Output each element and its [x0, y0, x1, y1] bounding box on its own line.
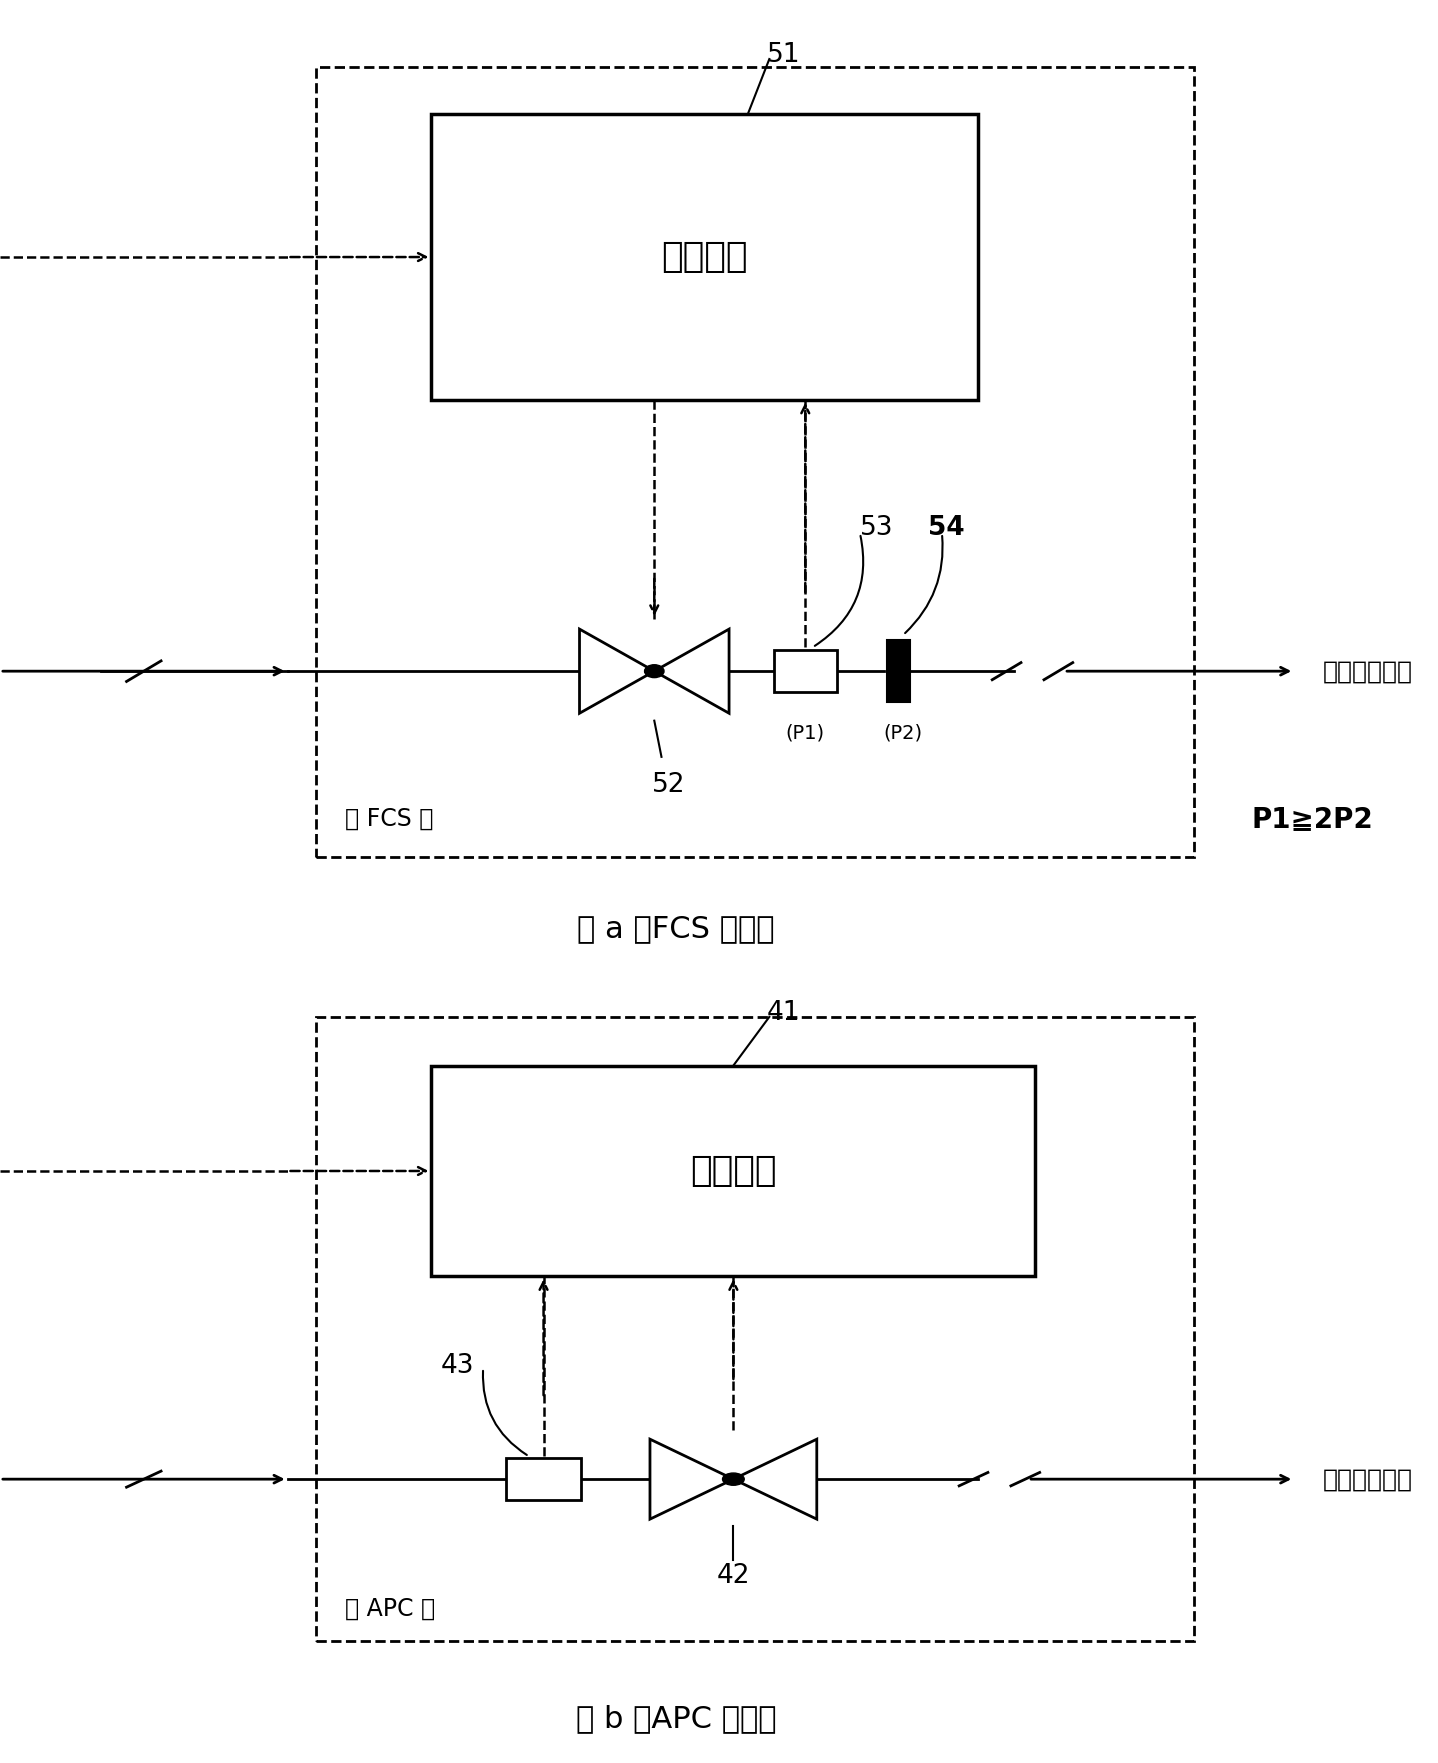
Bar: [887, 640, 910, 702]
Polygon shape: [733, 1439, 817, 1520]
Text: 52: 52: [651, 772, 686, 799]
Circle shape: [722, 1474, 745, 1484]
Text: （ b ）APC 的结构: （ b ）APC 的结构: [575, 1703, 777, 1733]
Text: 51: 51: [766, 42, 801, 69]
Text: 控制单元: 控制单元: [661, 240, 748, 273]
Bar: [774, 651, 837, 693]
Text: 54: 54: [928, 515, 963, 541]
Text: （至排气泵）: （至排气泵）: [1323, 1467, 1414, 1491]
Polygon shape: [580, 629, 654, 714]
Circle shape: [644, 665, 664, 677]
Text: （ APC ）: （ APC ）: [345, 1597, 436, 1620]
Bar: [431, 1065, 1035, 1276]
Text: （ a ）FCS 的结构: （ a ）FCS 的结构: [577, 913, 775, 943]
Polygon shape: [650, 1439, 733, 1520]
Text: (P1): (P1): [785, 723, 825, 742]
Bar: [316, 67, 1194, 857]
Polygon shape: [654, 629, 729, 714]
Text: 43: 43: [441, 1352, 475, 1379]
Text: 控制单元: 控制单元: [690, 1155, 777, 1188]
Bar: [316, 1017, 1194, 1641]
Text: （ FCS ）: （ FCS ）: [345, 807, 433, 830]
Text: 42: 42: [716, 1564, 751, 1590]
Text: 41: 41: [766, 1000, 801, 1026]
Text: P1≧2P2: P1≧2P2: [1251, 804, 1373, 832]
Bar: [431, 115, 978, 400]
Text: (P2): (P2): [883, 723, 923, 742]
Text: 53: 53: [860, 515, 893, 541]
Text: （至加工箱）: （至加工箱）: [1323, 659, 1414, 684]
Bar: [506, 1458, 581, 1500]
